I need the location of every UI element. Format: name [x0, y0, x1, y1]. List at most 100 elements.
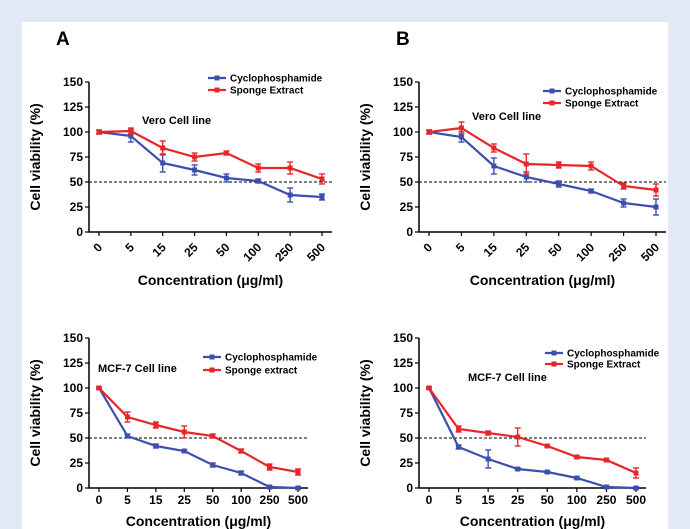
x-tick-label: 100	[573, 240, 597, 264]
series-1	[426, 129, 659, 216]
legend-swatch-marker	[214, 87, 220, 93]
data-point	[426, 129, 432, 135]
y-tick-label: 0	[406, 225, 413, 239]
data-point	[124, 433, 130, 439]
y-tick-label: 150	[63, 75, 83, 89]
data-point	[124, 414, 130, 420]
data-point	[192, 167, 198, 173]
data-point	[653, 187, 659, 193]
series-line	[428, 387, 637, 490]
data-point	[96, 385, 102, 391]
x-tick-label: 15	[481, 493, 495, 507]
data-point	[426, 385, 432, 391]
data-point	[621, 200, 627, 206]
x-tick-label: 25	[178, 493, 192, 507]
series-line	[98, 130, 323, 199]
y-tick-label: 100	[63, 381, 83, 395]
data-point	[523, 174, 529, 180]
x-tick-label: 50	[213, 240, 233, 260]
x-tick-label: 250	[606, 240, 630, 264]
legend-swatch-marker	[551, 350, 557, 356]
x-tick-label: 0	[426, 493, 433, 507]
data-point	[574, 454, 580, 460]
data-point	[160, 145, 166, 151]
data-point	[491, 145, 497, 151]
data-point	[210, 433, 216, 439]
x-tick-label: 500	[304, 240, 328, 264]
x-tick-label: 100	[231, 493, 251, 507]
legend-swatch-marker	[209, 367, 215, 373]
x-tick-label: 15	[149, 493, 163, 507]
data-point	[267, 464, 273, 470]
data-point	[544, 443, 550, 449]
data-point	[295, 469, 301, 475]
x-tick-label: 5	[122, 240, 137, 255]
y-tick-label: 125	[63, 100, 83, 114]
y-axis-title: Cell viability (%)	[27, 103, 43, 210]
data-point	[458, 134, 464, 140]
data-point	[544, 469, 550, 475]
y-tick-label: 75	[400, 406, 414, 420]
legend-swatch-marker	[209, 354, 215, 360]
y-tick-label: 150	[393, 331, 413, 345]
x-tick-label: 5	[453, 240, 468, 255]
data-point	[267, 484, 273, 490]
series-2	[426, 385, 639, 479]
y-tick-label: 125	[393, 100, 413, 114]
data-point	[556, 162, 562, 168]
data-point	[287, 192, 293, 198]
x-tick-label: 50	[545, 240, 565, 260]
legend-swatch-marker	[214, 75, 220, 81]
data-point	[295, 485, 301, 491]
data-point	[456, 426, 462, 432]
legend-entry: Cyclophosphamide	[565, 87, 658, 98]
series-2	[426, 121, 659, 197]
y-tick-label: 25	[70, 200, 84, 214]
y-tick-label: 0	[76, 225, 83, 239]
data-point	[153, 443, 159, 449]
x-tick-label: 50	[206, 493, 220, 507]
data-point	[633, 470, 639, 476]
data-point	[574, 475, 580, 481]
data-point	[181, 448, 187, 454]
x-axis-title: Concentration (μg/ml)	[460, 513, 605, 529]
x-tick-label: 15	[481, 240, 501, 260]
series-line	[98, 129, 323, 181]
data-point	[153, 422, 159, 428]
y-tick-label: 50	[400, 175, 414, 189]
legend-entry: Sponge Extract	[230, 86, 304, 97]
x-tick-label: 0	[96, 493, 103, 507]
x-tick-label: 25	[511, 493, 525, 507]
y-tick-label: 50	[400, 431, 414, 445]
y-tick-label: 150	[393, 75, 413, 89]
y-tick-label: 150	[63, 331, 83, 345]
legend-entry: Cyclophosphamide	[567, 349, 660, 360]
legend-entry: Sponge extract	[225, 366, 298, 377]
data-point	[485, 456, 491, 462]
y-tick-label: 0	[76, 481, 83, 495]
data-point	[238, 448, 244, 454]
panel-letter-a: A	[56, 29, 70, 50]
legend-entry: Sponge Extract	[567, 360, 641, 371]
data-point	[588, 188, 594, 194]
data-point	[255, 178, 261, 184]
y-tick-label: 0	[406, 481, 413, 495]
data-point	[223, 175, 229, 181]
data-point	[160, 160, 166, 166]
chart-panel-2: 0 25 50 75 100 125 150 0 5 15 25 50 100 250 500 Cycloph…	[357, 75, 666, 288]
series-2	[96, 127, 325, 185]
y-tick-label: 125	[393, 356, 413, 370]
y-axis-title: Cell viability (%)	[357, 103, 373, 210]
data-point	[255, 165, 261, 171]
data-point	[621, 183, 627, 189]
series-line	[428, 126, 657, 192]
data-point	[210, 462, 216, 468]
series-2	[96, 385, 301, 476]
figure: A B 0 25 50 75 100 125 150 0 5 15 25 50 100 250 500 Cyc…	[22, 22, 668, 529]
data-point	[556, 181, 562, 187]
legend-swatch-marker	[549, 100, 555, 106]
x-tick-label: 100	[240, 240, 264, 264]
panel-letter-b: B	[396, 29, 410, 50]
x-tick-label: 250	[596, 493, 616, 507]
data-point	[223, 150, 229, 156]
